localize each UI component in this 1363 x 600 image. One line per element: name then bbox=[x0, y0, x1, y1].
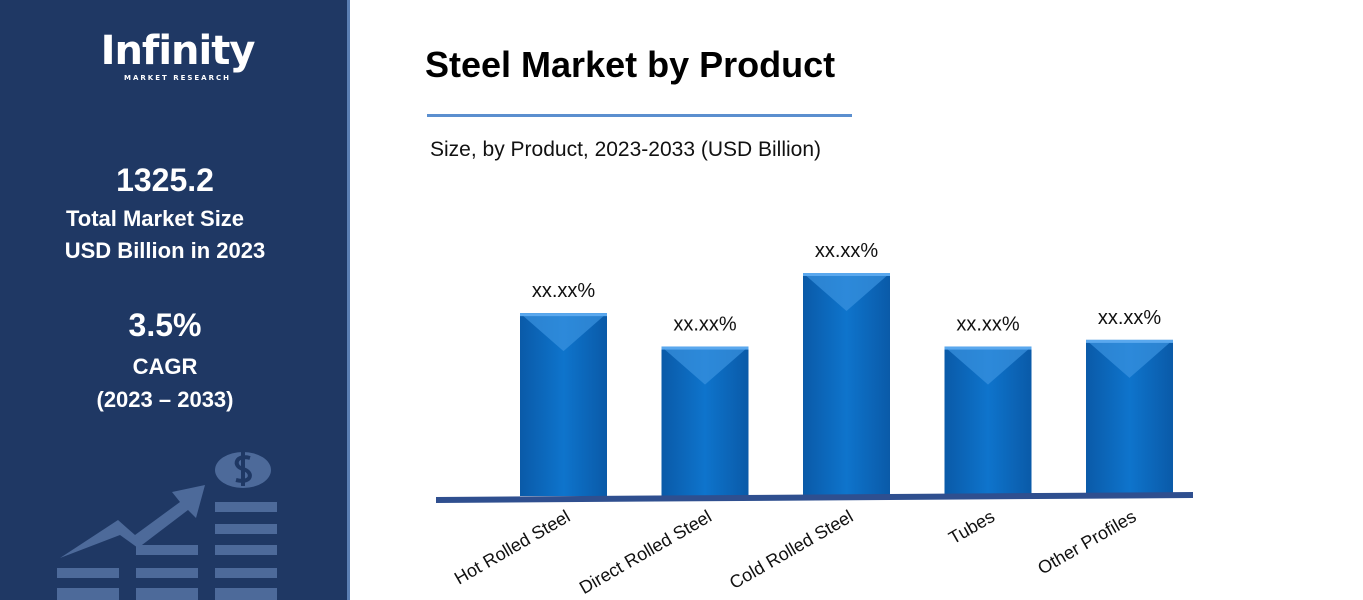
data-label: xx.xx% bbox=[956, 314, 1020, 336]
bar-highlight bbox=[944, 346, 1032, 350]
chart-subtitle: Size, by Product, 2023-2033 (USD Billion… bbox=[430, 138, 822, 161]
bar-top-bevel bbox=[520, 313, 607, 352]
logo-name: Infinity bbox=[100, 28, 256, 74]
logo-tagline: MARKET RESEARCH bbox=[124, 74, 231, 82]
logo: Infinity MARKET RESEARCH bbox=[0, 28, 355, 83]
market-size-unit: USD Billion in 2023 bbox=[64, 238, 266, 263]
category-label: Other Profiles bbox=[1034, 506, 1139, 578]
category-label: Hot Rolled Steel bbox=[451, 506, 574, 588]
market-size-value: 1325.2 bbox=[116, 162, 214, 198]
chart-title: Steel Market by Product bbox=[425, 44, 836, 85]
data-label: xx.xx% bbox=[673, 314, 737, 336]
growth-chart-dollar-icon bbox=[57, 452, 277, 600]
category-label: Cold Rolled Steel bbox=[726, 506, 856, 593]
category-label: Direct Rolled Steel bbox=[576, 506, 715, 598]
bar-top-bevel bbox=[803, 273, 890, 311]
bar-highlight bbox=[520, 313, 607, 317]
bar-top-bevel bbox=[944, 346, 1032, 385]
sidebar: Infinity MARKET RESEARCH 1325.2 Total Mar… bbox=[0, 0, 350, 600]
category-label: Tubes bbox=[945, 506, 998, 548]
bar-highlight bbox=[803, 273, 890, 276]
data-label: xx.xx% bbox=[1098, 307, 1162, 329]
market-size-label: Total Market Size bbox=[65, 206, 245, 231]
data-label: xx.xx% bbox=[815, 240, 879, 262]
title-underline bbox=[427, 114, 852, 117]
bar-highlight bbox=[661, 346, 749, 350]
cagr-value: 3.5% bbox=[128, 307, 202, 343]
bar-highlight bbox=[1086, 339, 1173, 343]
data-label: xx.xx% bbox=[532, 280, 596, 302]
cagr-period: (2023 – 2033) bbox=[96, 387, 234, 412]
cagr-label: CAGR bbox=[132, 354, 198, 379]
bar-top-bevel bbox=[1086, 339, 1173, 378]
bar-top-bevel bbox=[661, 346, 749, 385]
x-axis-line bbox=[436, 492, 1193, 503]
